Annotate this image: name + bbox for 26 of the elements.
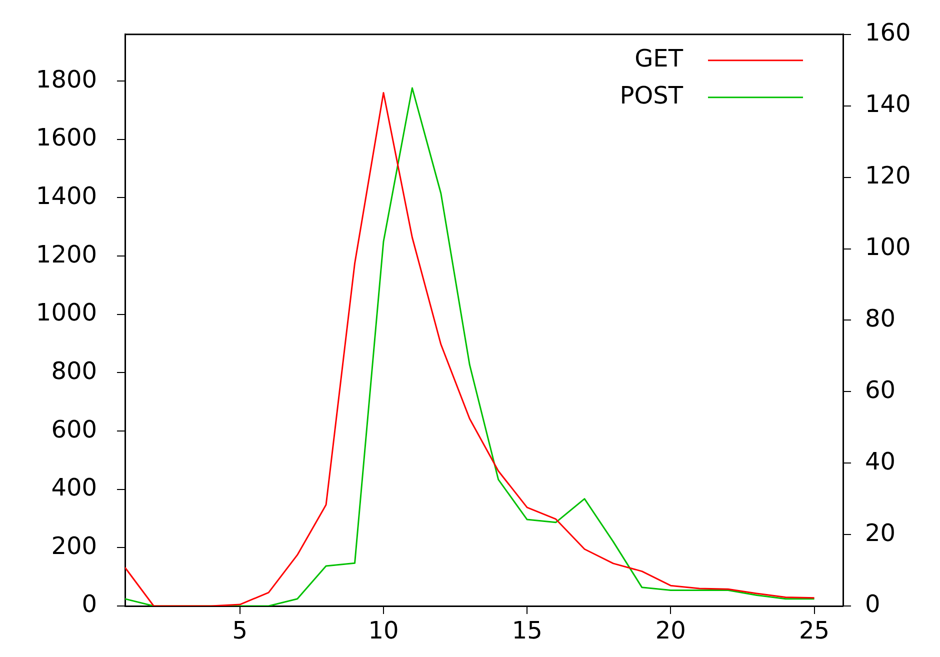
y2-tick-label: 40 (865, 447, 896, 476)
y-tick-label: 1600 (36, 124, 97, 152)
y-tick-label: 600 (51, 415, 97, 444)
y-tick-label: 800 (51, 356, 97, 385)
y2-tick-label: 140 (865, 90, 911, 118)
y2-tick-label: 20 (865, 518, 896, 547)
y-tick-label: 1800 (36, 65, 97, 94)
y2-tick-label: 80 (865, 304, 896, 332)
y-tick-label: 1200 (36, 240, 97, 268)
y2-tick-label: 160 (865, 18, 911, 47)
x-tick-label: 25 (799, 616, 830, 645)
y-tick-label: 0 (82, 590, 97, 618)
y2-tick-label: 100 (865, 232, 911, 261)
y-tick-label: 1000 (36, 298, 97, 327)
legend-label: GET (634, 44, 684, 73)
y-tick-label: 200 (51, 532, 97, 560)
legend-label: POST (620, 82, 684, 110)
x-tick-label: 10 (368, 616, 399, 645)
y-tick-label: 400 (51, 474, 97, 502)
x-tick-label: 5 (232, 616, 248, 645)
y2-tick-label: 0 (865, 590, 880, 618)
x-tick-label: 15 (512, 616, 542, 645)
y2-tick-label: 60 (865, 376, 896, 404)
x-tick-label: 20 (655, 616, 686, 645)
y-tick-label: 1400 (36, 182, 97, 210)
y2-tick-label: 120 (865, 162, 911, 190)
